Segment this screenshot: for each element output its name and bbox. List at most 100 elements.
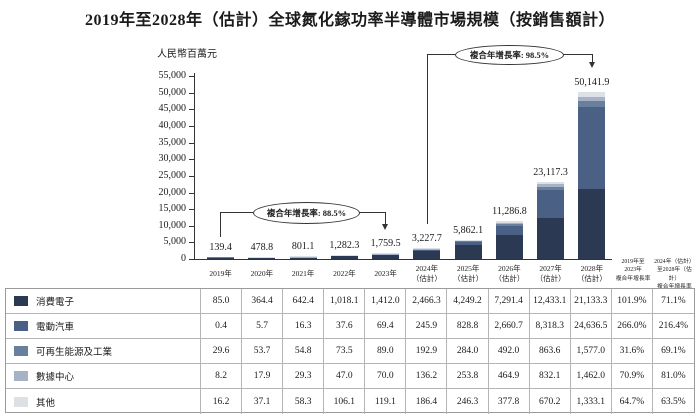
table-cell: 1,018.1	[324, 289, 366, 314]
bar-total-label: 1,282.3	[329, 239, 360, 251]
y-tick-label: 25,000	[158, 169, 187, 181]
bar-segment-consumer-electronics	[413, 250, 441, 259]
bar-segment-others	[413, 248, 441, 249]
x-label-2026: 2026年 （估計）	[494, 263, 525, 283]
y-tick-label: 10,000	[158, 219, 187, 231]
bar-total-label: 11,286.8	[492, 206, 527, 218]
table-cell: 21,133.3	[570, 289, 612, 314]
x-label-2020: 2020年	[250, 268, 274, 278]
cagr2-connector-line	[592, 54, 593, 64]
bar-segment-consumer-electronics	[495, 234, 523, 259]
table-cell: 69.4	[365, 314, 407, 339]
table-cell: 31.6%	[611, 339, 653, 364]
y-tick-label: 45,000	[158, 103, 187, 115]
y-tick-label: 0	[181, 253, 186, 264]
table-cell: 63.5%	[661, 396, 686, 407]
table-cell: 106.1	[324, 389, 366, 414]
table-cell: 186.4	[406, 389, 448, 414]
bar-segment-electric-vehicles	[495, 225, 523, 235]
y-tick-label: 20,000	[158, 186, 187, 198]
cagr2-connector-line	[427, 54, 428, 224]
table-cell: 216.4%	[652, 314, 694, 339]
y-tick-label: 35,000	[158, 136, 187, 148]
cagr1-arrowhead-icon	[382, 224, 388, 230]
bar-segment-consumer-electronics	[248, 257, 276, 259]
table-cell: 192.9	[406, 339, 448, 364]
table-cell: 8.2	[201, 364, 243, 389]
bar-segment-consumer-electronics	[207, 257, 235, 259]
bar-total-label: 5,862.1	[453, 224, 484, 236]
table-cell: 4,249.2	[447, 289, 489, 314]
bar-segment-electric-vehicles	[454, 242, 482, 245]
table-cell: 266.0%	[611, 314, 653, 339]
y-tick-mark	[189, 125, 194, 127]
x-label-2023: 2023年	[374, 268, 397, 278]
cagr1-connector-line	[220, 212, 253, 213]
legend-swatch-renewable-energy-industrial	[14, 346, 28, 356]
table-cell: 464.9	[488, 364, 530, 389]
y-tick-mark	[189, 192, 194, 194]
bar-segment-others	[578, 92, 606, 97]
table-cell: 670.2	[530, 389, 571, 414]
legend-swatch-others	[14, 396, 28, 407]
y-tick-label: 55,000	[158, 70, 187, 81]
cagr2-annotation: 複合年增長率: 98.5%	[455, 45, 564, 65]
bar-segment-others	[537, 182, 565, 185]
bar-segment-renewable-energy-industrial	[537, 187, 565, 190]
table-cell: 492.0	[488, 339, 530, 364]
bar-total-label: 23,117.3	[533, 167, 568, 179]
x-label-2024: 2024年 （估計）	[411, 263, 442, 283]
table-cell: 29.3	[283, 364, 325, 389]
table-cell: 37.6	[324, 314, 366, 339]
legend-label: 數據中心	[36, 373, 75, 383]
table-cell: 101.9%	[611, 289, 653, 314]
table-cell: 64.7%	[612, 389, 653, 414]
table-cell: 377.8	[489, 389, 530, 414]
table-cell: 47.0	[324, 364, 366, 389]
table-cell: 29.6	[201, 339, 243, 364]
table-cell: 85.0	[201, 289, 243, 314]
legend-row-data-centers: 數據中心	[6, 364, 201, 389]
legend-label: 可再生能源及工業	[36, 348, 113, 358]
table-cell: 16.2	[201, 389, 243, 414]
y-tick-mark	[189, 225, 194, 227]
table-cell: 1,577.0	[570, 339, 612, 364]
table-cell: 1,412.0	[365, 289, 407, 314]
y-tick-label: 50,000	[158, 86, 187, 98]
table-cell: 54.8	[283, 339, 325, 364]
table-cell: 136.2	[406, 364, 448, 389]
bar-segment-data-centers	[578, 96, 606, 102]
cagr2-arrowhead-icon	[589, 62, 595, 68]
y-tick-label: 15,000	[158, 203, 187, 215]
bar-segment-data-centers	[495, 222, 523, 225]
table-cell: 7,291.4	[488, 289, 530, 314]
table-cell: 1,462.0	[570, 364, 612, 389]
legend-swatch-electric-vehicles	[14, 321, 28, 331]
y-tick-mark	[189, 175, 194, 177]
table-cell: 69.1%	[652, 339, 694, 364]
legend-row-consumer-electronics: 消費電子	[6, 289, 201, 314]
table-cell: 253.8	[447, 364, 489, 389]
bar-total-label: 478.8	[250, 242, 274, 254]
table-cell: 89.0	[365, 339, 407, 364]
y-tick-mark	[189, 259, 194, 260]
legend-label: 消費電子	[36, 298, 75, 308]
y-axis-line	[194, 73, 195, 260]
legend-row-electric-vehicles: 電動汽車	[6, 314, 201, 339]
table-cell: 0.4	[201, 314, 243, 339]
legend-label: 電動汽車	[36, 323, 75, 333]
cagr1-annotation: 複合年增長率: 88.5%	[253, 202, 360, 224]
bar-segment-consumer-electronics	[289, 256, 317, 259]
x-label-2021: 2021年	[291, 268, 315, 278]
table-cell: 24,636.5	[570, 314, 612, 339]
y-tick-label: 5,000	[163, 236, 187, 248]
table-cell: 284.0	[447, 339, 489, 364]
y-tick-label: 40,000	[158, 119, 187, 131]
bar-total-label: 139.4	[209, 242, 232, 254]
table-cell: 81.0%	[652, 364, 694, 389]
table-cell: 119.1	[365, 389, 407, 414]
bar-total-label: 801.1	[291, 241, 315, 253]
data-table: 消費電子 85.0 364.4 642.4 1,018.1 1,412.0 2,466.3 4…	[5, 288, 695, 414]
y-tick-mark	[189, 209, 194, 211]
